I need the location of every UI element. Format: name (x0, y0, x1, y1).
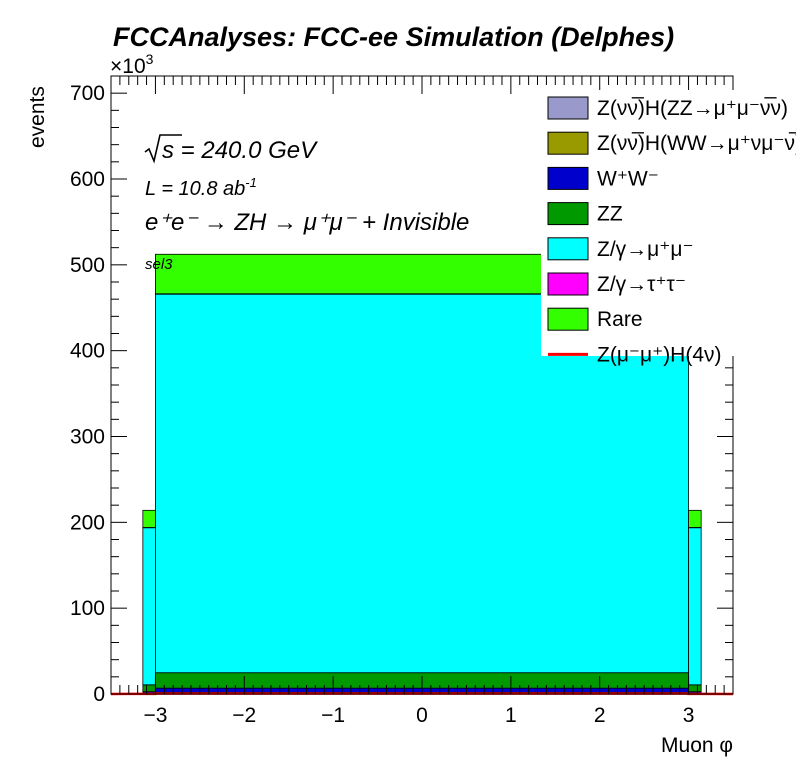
legend-label-6: Rare (597, 308, 643, 331)
legend-label-7: Z(μ⁻μ⁺)H(4ν) (597, 343, 722, 366)
y-tick-label-4: 400 (70, 340, 105, 363)
axis-ticks: 0 100 200 300 400 500 600 700 −3 −2 −1 0 1 2 3 (70, 75, 733, 727)
legend-swatch-2 (547, 166, 589, 190)
y-tick-label-2: 200 (70, 511, 105, 534)
x-tick-label-0: −3 (143, 704, 167, 727)
y-tick-label-1: 100 (70, 597, 105, 620)
y-tick-label-6: 600 (70, 168, 105, 191)
legend-swatch-3 (547, 202, 589, 226)
y-tick-label-5: 500 (70, 254, 105, 277)
process-annotation: e⁺e⁻ → ZH → μ⁺μ⁻ + Invisible (145, 209, 469, 236)
legend-swatch-4 (547, 237, 589, 261)
x-tick-label-1: −2 (232, 704, 256, 727)
legend-label-4: Z/γ→μ⁺μ⁻ (597, 238, 694, 261)
annotations: s = 240.0 GeV L = 10.8 ab-1 e⁺e⁻ → ZH → … (144, 134, 469, 273)
legend-label-1: Z(νν̅)H(WW→μ⁺νμ⁻ν̅) (597, 132, 796, 155)
energy-annotation: s = 240.0 GeV (162, 137, 318, 164)
y-tick-label-7: 700 (70, 82, 105, 105)
lumi-annotation: L = 10.8 ab-1 (145, 175, 257, 200)
legend-swatch-5 (547, 272, 589, 296)
legend-swatch-1 (547, 131, 589, 155)
selection-annotation: sel3 (145, 256, 173, 273)
y-tick-label-3: 300 (70, 426, 105, 449)
x-tick-label-4: 1 (505, 704, 517, 727)
bar-series-4-bin-0 (142, 527, 156, 686)
y-multiplier: ×103 (110, 51, 154, 78)
legend: Z(νν̅)H(ZZ→μ⁺μ⁻ν̅ν) Z(νν̅)H(WW→μ⁺νμ⁻ν̅) W⁺… (541, 90, 796, 366)
chart-title: FCCAnalyses: FCC-ee Simulation (Delphes) (113, 22, 674, 52)
bar-series-6-bin-0 (142, 509, 156, 528)
legend-swatch-0 (547, 96, 589, 120)
legend-label-2: W⁺W⁻ (597, 167, 659, 190)
plot-area (110, 75, 734, 696)
x-tick-label-3: 0 (416, 704, 428, 727)
x-tick-label-2: −1 (321, 704, 345, 727)
bar-series-4-bin-1 (155, 293, 689, 674)
legend-label-3: ZZ (597, 203, 623, 226)
bar-series-4-bin-2 (688, 527, 702, 686)
y-tick-label-0: 0 (93, 683, 105, 706)
bar-series-3-bin-2 (688, 684, 702, 693)
legend-label-0: Z(νν̅)H(ZZ→μ⁺μ⁻ν̅ν) (597, 97, 788, 120)
bar-series-6-bin-2 (688, 509, 702, 528)
x-axis-label: Muon φ (661, 734, 733, 757)
sqrt-sign (144, 134, 182, 164)
legend-label-5: Z/γ→τ⁺τ⁻ (597, 273, 686, 296)
legend-swatch-6 (547, 307, 589, 331)
bar-series-3-bin-0 (142, 684, 156, 693)
y-axis-label: events (26, 86, 49, 148)
x-tick-label-5: 2 (594, 704, 606, 727)
x-tick-label-6: 3 (683, 704, 695, 727)
